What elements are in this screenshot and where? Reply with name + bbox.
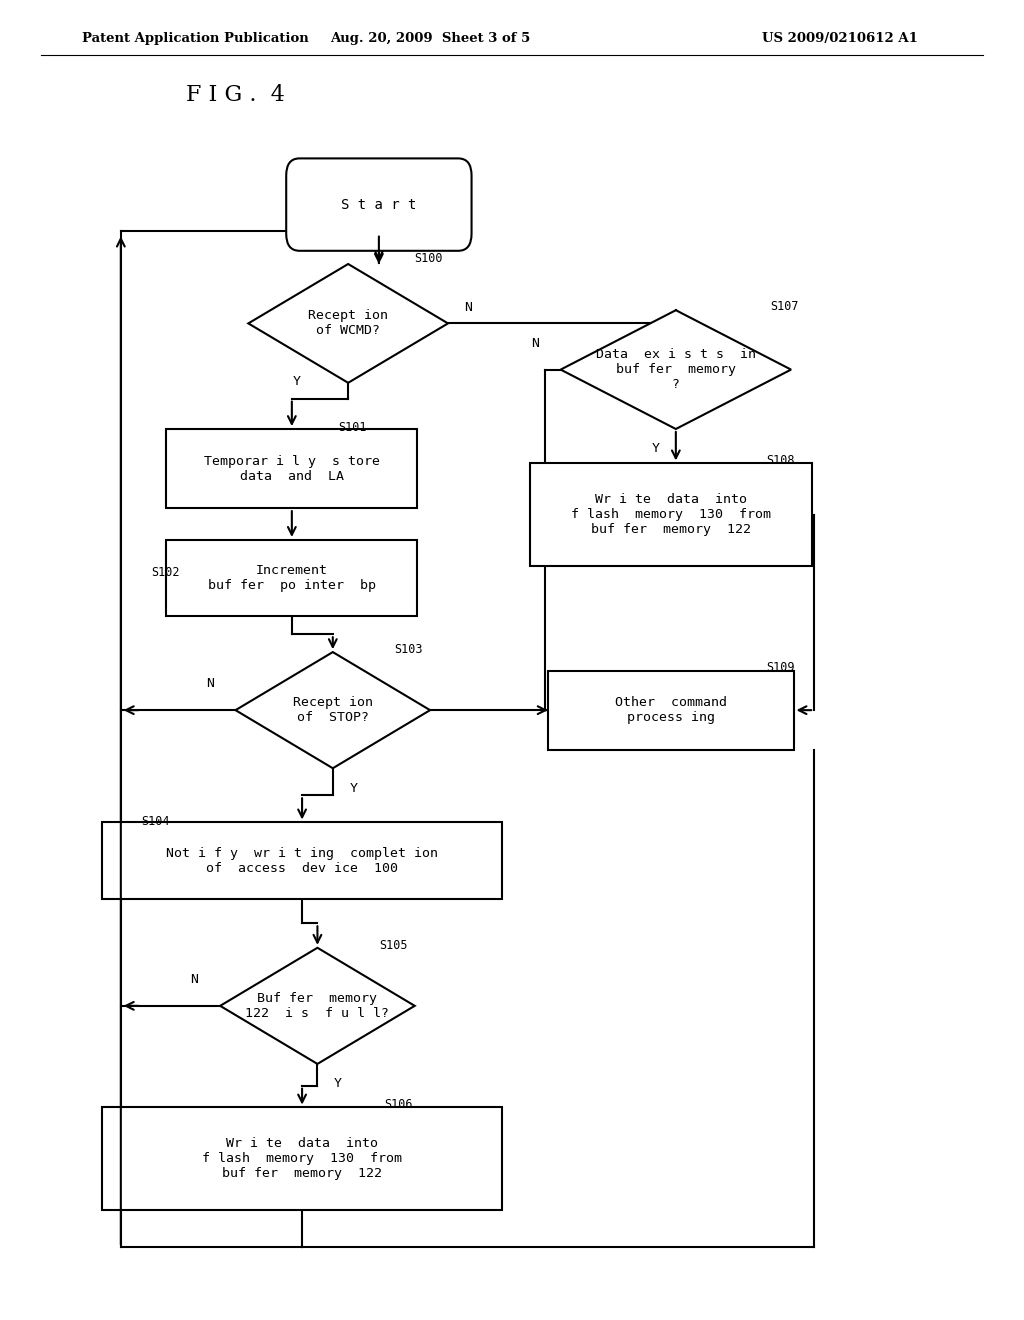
Text: Patent Application Publication: Patent Application Publication: [82, 32, 308, 45]
Text: Other  command
process ing: Other command process ing: [614, 696, 727, 725]
Text: N: N: [206, 677, 214, 690]
Text: S t a r t: S t a r t: [341, 198, 417, 211]
Polygon shape: [249, 264, 449, 383]
Text: Temporar i l y  s tore
data  and  LA: Temporar i l y s tore data and LA: [204, 454, 380, 483]
Text: Recept ion
of WCMD?: Recept ion of WCMD?: [308, 309, 388, 338]
Text: S108: S108: [766, 454, 795, 467]
Text: Increment
buf fer  po inter  bp: Increment buf fer po inter bp: [208, 564, 376, 593]
Text: N: N: [465, 301, 472, 314]
Bar: [548, 671, 794, 750]
Text: S103: S103: [394, 643, 423, 656]
Text: Y: Y: [349, 781, 357, 795]
Polygon shape: [220, 948, 415, 1064]
Text: Wr i te  data  into
f lash  memory  130  from
buf fer  memory  122: Wr i te data into f lash memory 130 from…: [202, 1138, 402, 1180]
Text: S107: S107: [770, 300, 799, 313]
Text: F I G .  4: F I G . 4: [186, 84, 285, 106]
Text: US 2009/0210612 A1: US 2009/0210612 A1: [762, 32, 918, 45]
Text: Recept ion
of  STOP?: Recept ion of STOP?: [293, 696, 373, 725]
Bar: [102, 822, 502, 899]
Bar: [530, 463, 812, 566]
Text: S104: S104: [141, 814, 170, 828]
Text: S105: S105: [379, 939, 408, 952]
Bar: [102, 1107, 502, 1210]
Text: Data  ex i s t s  in
buf fer  memory
?: Data ex i s t s in buf fer memory ?: [596, 348, 756, 391]
Text: S106: S106: [384, 1098, 413, 1111]
Text: Buf fer  memory
122  i s  f u l l?: Buf fer memory 122 i s f u l l?: [246, 991, 389, 1020]
Text: S101: S101: [338, 421, 367, 434]
Bar: [166, 429, 418, 508]
Text: Y: Y: [293, 375, 301, 388]
Bar: [166, 540, 418, 616]
FancyBboxPatch shape: [286, 158, 471, 251]
Text: Wr i te  data  into
f lash  memory  130  from
buf fer  memory  122: Wr i te data into f lash memory 130 from…: [570, 494, 771, 536]
Text: N: N: [190, 973, 199, 986]
Text: S109: S109: [766, 661, 795, 675]
Text: Aug. 20, 2009  Sheet 3 of 5: Aug. 20, 2009 Sheet 3 of 5: [330, 32, 530, 45]
Text: Y: Y: [334, 1077, 342, 1090]
Text: Y: Y: [651, 442, 659, 455]
Text: S102: S102: [152, 566, 180, 579]
Text: Not i f y  wr i t ing  complet ion
of  access  dev ice  100: Not i f y wr i t ing complet ion of acce…: [166, 846, 438, 875]
Text: S100: S100: [415, 252, 443, 265]
Polygon shape: [236, 652, 430, 768]
Polygon shape: [561, 310, 792, 429]
Text: N: N: [531, 337, 539, 350]
